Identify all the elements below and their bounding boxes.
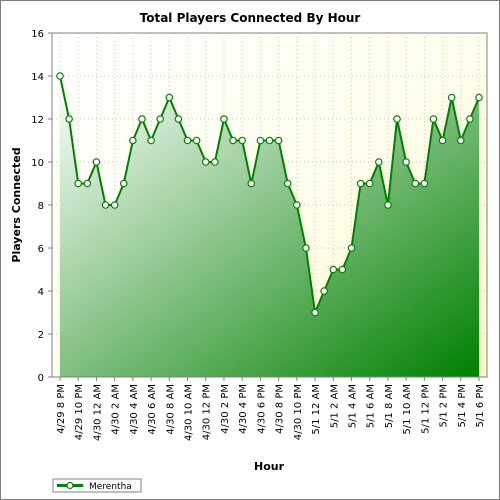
data-point: [156, 115, 164, 123]
data-point: [438, 136, 447, 145]
data-point: [274, 136, 283, 145]
x-tick-label: 5/1 10 AM: [402, 384, 413, 435]
y-tick-label: 2: [38, 330, 44, 341]
y-tick-label: 14: [31, 72, 44, 83]
data-point: [356, 179, 365, 188]
data-point: [402, 158, 410, 166]
data-point: [147, 136, 155, 145]
x-tick-label: 4/30 12 AM: [92, 384, 103, 441]
legend: Merentha: [52, 478, 142, 493]
x-tick-label: 5/1 6 PM: [475, 384, 486, 427]
legend-box: [52, 478, 142, 493]
legend-swatch-marker: [66, 481, 74, 490]
data-point: [283, 179, 292, 188]
y-axis-ticks: 0 2 4 6 8 10 12 14 16: [31, 29, 52, 384]
x-tick-label: 4/30 10 AM: [184, 384, 195, 441]
data-point: [238, 136, 246, 145]
data-point: [338, 265, 347, 274]
data-point: [129, 136, 137, 145]
x-tick-label: 5/1 2 PM: [439, 384, 450, 427]
data-point: [256, 136, 265, 145]
x-tick-label: 5/1 12 PM: [420, 384, 431, 434]
data-point: [320, 287, 328, 295]
data-point: [456, 136, 465, 145]
data-point: [56, 72, 64, 80]
x-tick-label: 4/30 4 AM: [129, 384, 140, 435]
data-point: [65, 115, 73, 123]
x-tick-label: 5/1 4 PM: [457, 384, 468, 427]
data-point: [375, 158, 383, 166]
data-point: [183, 136, 192, 145]
x-tick-label: 4/30 12 PM: [202, 384, 213, 440]
y-tick-label: 6: [38, 244, 44, 255]
data-point: [365, 179, 374, 188]
x-axis-label: Hour: [254, 460, 285, 473]
x-tick-label: 5/1 12 AM: [311, 384, 322, 435]
x-tick-label: 4/29 10 PM: [74, 384, 85, 440]
y-tick-label: 16: [31, 29, 44, 40]
y-tick-label: 10: [31, 158, 44, 169]
y-tick-label: 8: [38, 201, 44, 212]
data-point: [119, 179, 128, 188]
x-tick-label: 5/1 2 AM: [329, 384, 340, 428]
data-point: [165, 93, 174, 102]
data-point: [220, 115, 228, 123]
x-tick-label: 4/30 6 AM: [147, 384, 158, 435]
data-point: [347, 244, 356, 252]
data-point: [247, 179, 256, 188]
y-tick-label: 0: [38, 373, 44, 384]
data-point: [229, 136, 237, 145]
data-point: [201, 158, 210, 166]
data-point: [138, 115, 146, 123]
data-point: [411, 179, 420, 188]
data-point: [83, 179, 92, 188]
data-point: [447, 93, 456, 102]
x-tick-label: 4/30 10 PM: [293, 384, 304, 440]
data-point: [393, 115, 401, 123]
data-point: [329, 265, 338, 274]
data-point: [192, 136, 201, 145]
y-tick-label: 12: [31, 115, 44, 126]
data-point: [420, 179, 429, 188]
data-point: [429, 115, 438, 123]
data-point: [293, 201, 301, 209]
data-point: [110, 201, 119, 209]
y-tick-label: 4: [38, 287, 44, 298]
x-tick-label: 4/30 8 AM: [165, 384, 176, 435]
x-axis-ticks: 4/29 8 PM 4/29 10 PM 4/30 12 AM 4/30 2 AM 4/…: [56, 377, 486, 441]
data-point: [265, 136, 274, 145]
data-point: [384, 201, 392, 209]
data-point: [311, 308, 319, 317]
data-point: [101, 201, 110, 209]
x-tick-label: 5/1 6 AM: [366, 384, 377, 428]
series-points: [56, 72, 483, 317]
data-point: [475, 93, 483, 102]
y-axis-label: Players Connected: [10, 147, 23, 262]
x-tick-label: 4/30 8 PM: [275, 384, 286, 434]
x-tick-label: 4/30 2 PM: [220, 384, 231, 434]
x-tick-label: 4/29 8 PM: [56, 384, 67, 434]
legend-label: Merentha: [89, 482, 132, 492]
x-tick-label: 4/30 2 AM: [111, 384, 122, 435]
data-point: [466, 115, 474, 123]
data-point: [302, 244, 310, 252]
x-tick-label: 5/1 8 AM: [384, 384, 395, 428]
x-tick-label: 4/30 4 PM: [238, 384, 249, 434]
series-area: [60, 76, 479, 377]
x-tick-label: 5/1 4 AM: [347, 384, 358, 428]
chart-title: Total Players Connected By Hour: [140, 11, 361, 25]
x-tick-label: 4/30 6 PM: [256, 384, 267, 434]
data-point: [74, 179, 83, 188]
data-point: [92, 158, 101, 166]
data-point: [174, 115, 183, 123]
data-point: [211, 158, 219, 166]
